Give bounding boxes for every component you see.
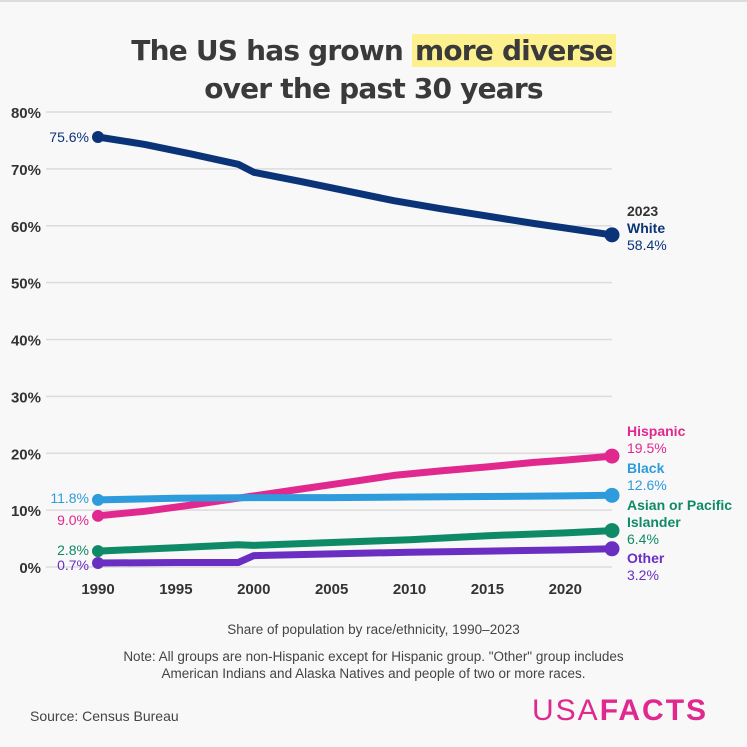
y-tick-label: 50% (11, 276, 41, 293)
usafacts-logo: USAFACTS (532, 694, 708, 728)
title-line2: over the past 30 years (204, 72, 543, 105)
start-point (92, 493, 104, 506)
line-chart: 0% 10% 20% 30% 40% 50% 60% 70% 80% 1990 1995 2000 20… (11, 105, 732, 598)
end-year-label: 2023 (627, 203, 658, 219)
y-tick-label: 60% (11, 219, 41, 236)
series-line-black (94, 491, 616, 504)
chart-title: The US has grown more diverse over the p… (0, 32, 747, 108)
start-point (92, 545, 104, 558)
end-value-label: 12.6% (627, 477, 667, 493)
start-point (92, 509, 104, 522)
y-tick-label: 70% (11, 162, 41, 179)
chart-subtitle: Share of population by race/ethnicity, 1… (227, 622, 520, 637)
series-line-asian-or-pacific-islander (94, 527, 616, 555)
y-tick-label: 40% (11, 333, 41, 350)
end-point (604, 523, 620, 539)
start-point (92, 131, 104, 144)
series-name-label: Islander (627, 514, 681, 530)
start-value-label: 11.8% (50, 490, 89, 506)
x-tick-label: 2015 (471, 581, 504, 598)
series-name-label: Hispanic (627, 423, 686, 439)
start-value-label: 0.7% (57, 557, 89, 573)
logo-light: USA (532, 694, 600, 727)
y-tick-label: 30% (11, 389, 41, 406)
end-point (604, 487, 620, 503)
start-point (92, 557, 104, 570)
end-point (604, 448, 620, 464)
logo-bold: FACTS (599, 694, 709, 727)
x-tick-label: 2020 (549, 581, 582, 598)
series-line-white (94, 133, 616, 239)
y-tick-label: 0% (19, 560, 41, 577)
start-value-label: 2.8% (57, 542, 89, 558)
y-tick-label: 10% (11, 503, 41, 520)
x-tick-label: 2000 (237, 581, 270, 598)
title-part1: The US has grown (131, 34, 412, 67)
end-value-label: 3.2% (627, 567, 659, 583)
series-name-label: White (627, 220, 665, 236)
y-tick-label: 80% (11, 105, 41, 122)
y-tick-label: 20% (11, 446, 41, 463)
title-highlight: more diverse (411, 34, 616, 67)
start-value-label: 9.0% (57, 512, 89, 528)
end-point (604, 227, 620, 243)
end-value-label: 6.4% (627, 531, 659, 547)
x-tick-label: 2005 (315, 581, 348, 598)
x-tick-label: 1990 (81, 581, 114, 598)
series-line-hispanic (94, 452, 616, 520)
x-tick-label: 1995 (159, 581, 192, 598)
end-point (604, 541, 620, 557)
x-tick-label: 2010 (393, 581, 426, 598)
end-value-label: 19.5% (627, 440, 667, 456)
series-name-label: Black (627, 460, 665, 476)
start-value-label: 75.6% (49, 129, 89, 145)
chart-note: Note: All groups are non-Hispanic except… (123, 649, 624, 681)
series-name-label: Asian or Pacific (627, 497, 732, 513)
source-label: Source: Census Bureau (30, 708, 179, 724)
series-line-other (94, 545, 616, 567)
series-name-label: Other (627, 550, 665, 566)
end-value-label: 58.4% (627, 237, 667, 253)
